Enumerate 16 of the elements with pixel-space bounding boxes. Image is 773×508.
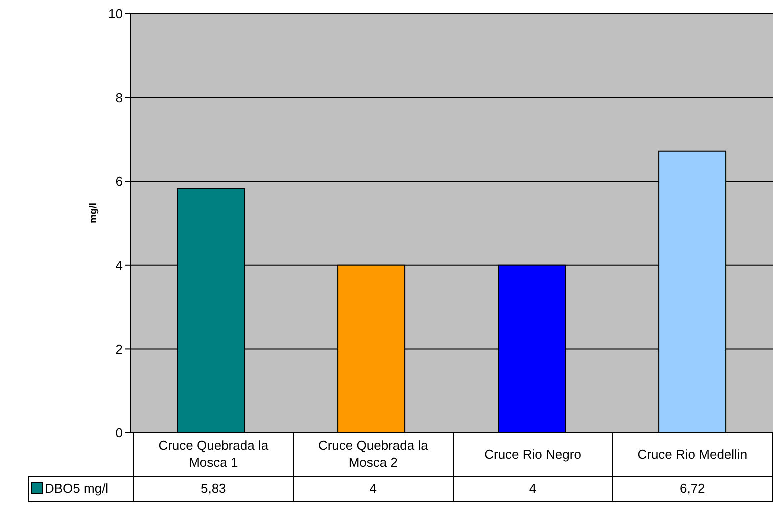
y-tick-label: 8 [116,90,123,106]
x-tick-label: Cruce Rio Medellin [612,433,772,476]
y-tick-label: 10 [108,6,123,22]
y-tick-label: 6 [116,174,123,190]
x-tick-label: Cruce Rio Negro [453,433,613,476]
y-tick-label: 4 [116,258,123,274]
x-tick-label: Cruce Quebrada la Mosca 2 [294,433,454,476]
data-label: 4 [453,476,613,501]
y-axis-title: mg/l [88,202,100,224]
data-label: 6,72 [612,476,772,501]
x-tick-label: Cruce Quebrada la Mosca 1 [134,433,294,476]
y-tick-label: 0 [116,426,123,441]
data-label: 4 [294,476,454,501]
data-label: 5,83 [134,476,294,501]
legend-label: DBO5 mg/l [28,476,134,501]
y-tick-label: 2 [116,342,123,357]
